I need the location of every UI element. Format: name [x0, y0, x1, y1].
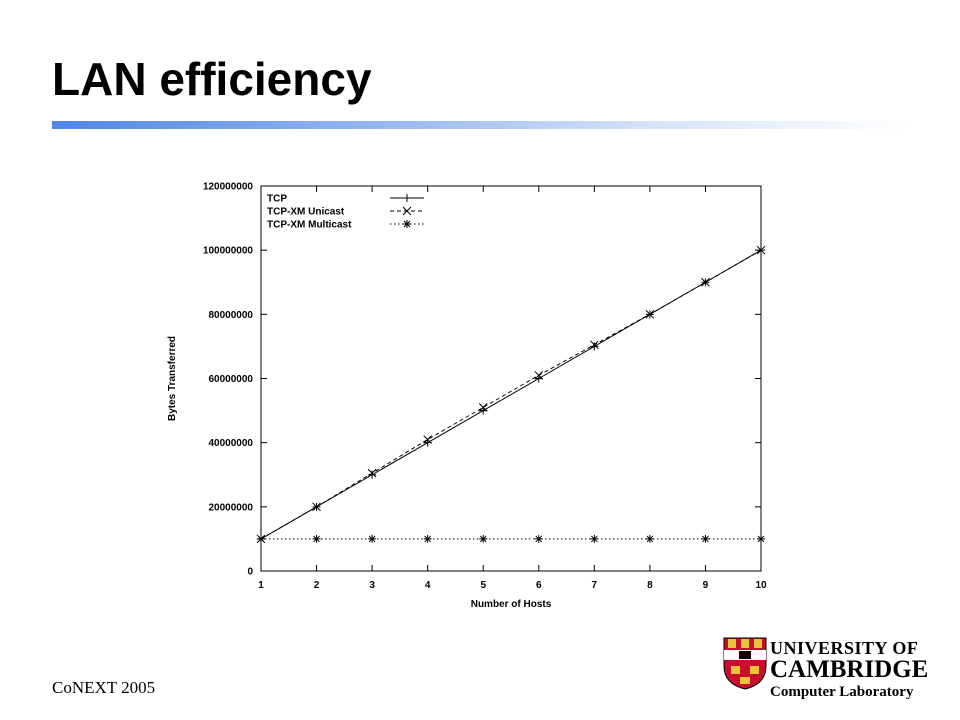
y-tick-label: 100000000: [203, 246, 253, 257]
university-crest-icon: [723, 637, 767, 690]
y-tick-label: 80000000: [209, 310, 254, 321]
y-tick-label: 0: [247, 567, 253, 578]
slide-title: LAN efficiency: [52, 53, 372, 105]
legend-marker: [403, 220, 411, 228]
footer-text: CoNEXT 2005: [52, 678, 156, 697]
series-2-point: [645, 534, 654, 543]
x-axis-label: Number of Hosts: [471, 599, 552, 610]
x-tick-label: 5: [480, 580, 486, 591]
y-tick-label: 20000000: [209, 502, 254, 513]
series-1-point: [589, 340, 599, 350]
series-1-point: [478, 403, 488, 412]
x-tick-label: 6: [536, 580, 542, 591]
series-line-1: [260, 249, 762, 540]
series-2-point: [479, 534, 488, 543]
series-2-point: [590, 534, 599, 543]
legend-label: TCP: [267, 194, 287, 205]
y-tick-label: 120000000: [203, 182, 253, 193]
series-2-point: [757, 534, 765, 543]
x-tick-label: 3: [369, 580, 375, 591]
university-logo: UNIVERSITY OF CAMBRIDGE Computer Laborat…: [722, 636, 928, 706]
legend-marker: [403, 194, 411, 202]
series-1-point: [367, 468, 377, 478]
series-1-point: [701, 277, 710, 287]
legend-label: TCP-XM Multicast: [267, 220, 352, 231]
series-line-0: [260, 249, 762, 540]
series-2-point: [257, 534, 265, 543]
series-0-point: [368, 470, 377, 479]
logo-line-2: CAMBRIDGE: [770, 656, 929, 683]
x-tick-label: 7: [592, 580, 598, 591]
series-2-point: [534, 534, 543, 543]
x-tick-label: 8: [647, 580, 653, 591]
title-underline: [52, 121, 912, 129]
series-1-point: [312, 502, 321, 512]
logo-line-1: UNIVERSITY OF: [770, 638, 919, 658]
series-0-point: [590, 342, 599, 351]
logo-line-3: Computer Laboratory: [770, 684, 914, 700]
y-axis-label: Bytes Transferred: [167, 336, 178, 421]
series-1-point: [534, 370, 544, 380]
series-2-point: [368, 534, 377, 543]
legend-label: TCP-XM Unicast: [267, 207, 345, 218]
series-2-point: [423, 534, 432, 543]
x-tick-label: 4: [425, 580, 431, 591]
line-chart: 0 20000000 40000000 60000000 80000000 1000000…: [150, 170, 790, 620]
series-2-point: [701, 534, 710, 543]
x-tick-label: 1: [258, 580, 264, 591]
x-tick-label: 9: [703, 580, 709, 591]
x-tick-label: 2: [314, 580, 320, 591]
series-1-point: [756, 245, 766, 255]
chart-svg: 0 20000000 40000000 60000000 80000000 1000000…: [167, 182, 767, 611]
legend-marker: [402, 206, 412, 216]
series-1-point: [423, 435, 433, 444]
series-2-point: [312, 534, 321, 543]
y-tick-label: 60000000: [209, 374, 254, 385]
x-tick-label: 10: [755, 580, 767, 591]
series-1-point: [645, 309, 655, 319]
plot-frame: [260, 185, 762, 572]
y-tick-label: 40000000: [209, 438, 254, 449]
